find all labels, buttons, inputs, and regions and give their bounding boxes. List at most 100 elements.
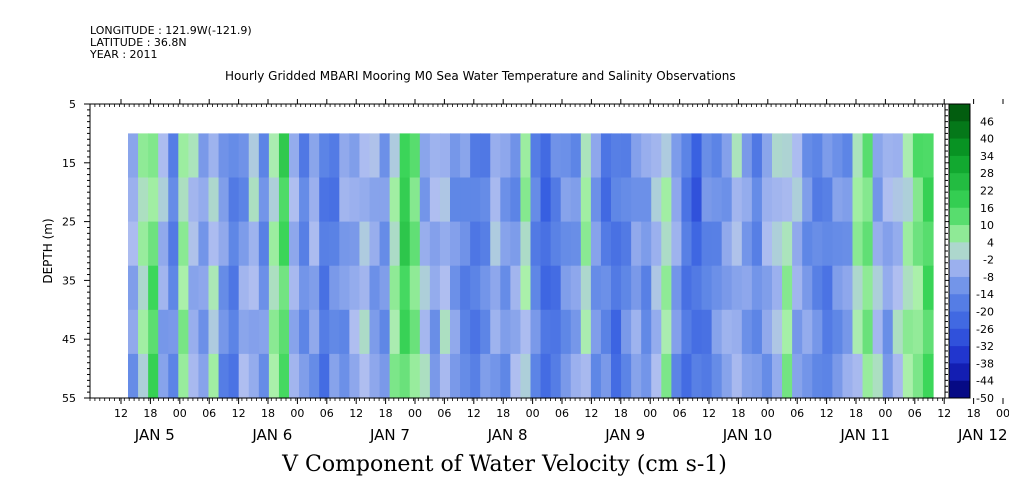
colorbar-swatch <box>949 311 970 330</box>
heatmap-cell <box>319 177 330 223</box>
heatmap-cell <box>460 309 471 355</box>
heatmap-cell <box>399 133 411 179</box>
heatmap-cell <box>832 177 844 223</box>
x-hour-label: 18 <box>849 407 863 420</box>
heatmap-cell <box>510 353 522 399</box>
heatmap-cell <box>882 177 894 223</box>
heatmap-cell <box>148 177 159 223</box>
heatmap-cell <box>238 221 250 267</box>
heatmap-cell <box>188 177 200 223</box>
x-hour-label: 12 <box>349 407 363 420</box>
x-day-label: JAN 11 <box>839 426 890 444</box>
heatmap-cell <box>198 353 210 399</box>
heatmap-cell <box>309 353 320 399</box>
heatmap-cell <box>761 265 773 311</box>
colorbar-swatch <box>949 328 970 347</box>
heatmap-cell <box>611 353 622 399</box>
heatmap-cell <box>329 353 340 399</box>
heatmap-cell <box>661 177 672 223</box>
x-hour-label: 12 <box>937 407 951 420</box>
heatmap-cell <box>701 309 713 355</box>
heatmap-cell <box>691 177 703 223</box>
heatmap-cell <box>661 265 672 311</box>
heatmap-cell <box>248 265 260 311</box>
heatmap-cell <box>802 265 813 311</box>
colorbar-label: -38 <box>976 357 994 370</box>
heatmap-cell <box>339 133 350 179</box>
heatmap-cell <box>319 265 330 311</box>
heatmap-cell <box>641 133 652 179</box>
heatmap-cell <box>299 133 310 179</box>
x-hour-label: 00 <box>173 407 187 420</box>
heatmap-cell <box>872 309 884 355</box>
heatmap-cell <box>419 265 431 311</box>
colorbar-label: -44 <box>976 375 994 388</box>
heatmap-cell <box>158 133 169 179</box>
heatmap-cell <box>641 353 652 399</box>
heatmap-cell <box>590 133 602 179</box>
heatmap-cell <box>480 309 491 355</box>
heatmap-cell <box>590 265 602 311</box>
heatmap-cell <box>268 221 280 267</box>
x-hour-label: 00 <box>526 407 540 420</box>
heatmap-cell <box>399 221 411 267</box>
heatmap-cell <box>772 177 783 223</box>
heatmap-cell <box>510 309 522 355</box>
x-hour-label: 06 <box>202 407 216 420</box>
heatmap-cell <box>842 353 854 399</box>
heatmap-cell <box>278 133 290 179</box>
heatmap-cell <box>419 133 431 179</box>
heatmap-cell <box>691 309 703 355</box>
heatmap-cell <box>450 265 461 311</box>
heatmap-cell <box>922 309 934 355</box>
heatmap-cell <box>681 221 693 267</box>
heatmap-cell <box>731 177 743 223</box>
heatmap-cell <box>480 133 491 179</box>
heatmap-cell <box>369 309 381 355</box>
heatmap-cell <box>842 309 854 355</box>
heatmap-cell <box>148 133 159 179</box>
y-tick-label: 15 <box>62 157 76 170</box>
heatmap-cell <box>661 133 672 179</box>
heatmap-cell <box>369 265 381 311</box>
heatmap-cell <box>329 309 340 355</box>
heatmap-cell <box>550 133 562 179</box>
heatmap-cell <box>681 265 693 311</box>
heatmap-cell <box>278 353 290 399</box>
heatmap-cell <box>741 309 753 355</box>
colorbar-swatch <box>949 104 970 122</box>
heatmap-cell <box>792 221 803 267</box>
colorbar-label: 34 <box>980 150 994 163</box>
heatmap-cell <box>419 177 431 223</box>
heatmap-cell <box>158 265 169 311</box>
heatmap-cell <box>248 177 260 223</box>
heatmap-cell <box>651 353 662 399</box>
x-day-label: JAN 7 <box>369 426 410 444</box>
heatmap-cell <box>450 353 461 399</box>
heatmap-cell <box>238 353 250 399</box>
x-hour-label: 18 <box>496 407 510 420</box>
heatmap-cell <box>500 221 511 267</box>
heatmap-cell <box>872 133 884 179</box>
heatmap-cell <box>550 353 562 399</box>
heatmap-cell <box>510 177 522 223</box>
heatmap-cell <box>319 353 330 399</box>
heatmap-cell <box>701 221 713 267</box>
heatmap-cell <box>550 177 562 223</box>
heatmap-cell <box>178 133 189 179</box>
heatmap-cell <box>359 177 371 223</box>
x-hour-label: 00 <box>996 407 1009 420</box>
heatmap-cell <box>319 133 330 179</box>
heatmap-cell <box>470 309 481 355</box>
heatmap-cell <box>470 221 481 267</box>
longitude-label: LONGITUDE : 121.9W(-121.9) <box>90 24 252 37</box>
heatmap-cell <box>611 265 622 311</box>
heatmap-cell <box>922 221 934 267</box>
heatmap-cell <box>268 353 280 399</box>
heatmap-cell <box>419 221 431 267</box>
x-hour-label: 00 <box>290 407 304 420</box>
heatmap-cell <box>782 309 793 355</box>
x-hour-label: 12 <box>467 407 481 420</box>
colorbar-label: -50 <box>976 392 994 405</box>
heatmap-cell <box>902 177 914 223</box>
